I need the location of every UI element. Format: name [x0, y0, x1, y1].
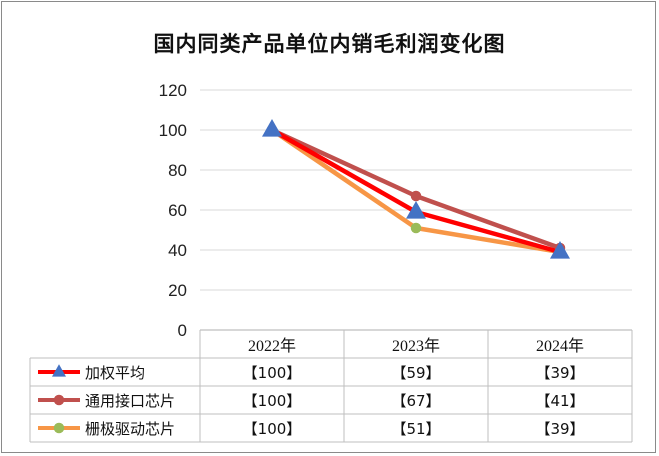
data-table-value: 【51】 [391, 420, 440, 438]
gridlines [200, 89, 632, 291]
y-tick-label: 20 [168, 281, 187, 300]
x-category-label: 2022年 [248, 337, 296, 355]
data-table-value: 【100】 [243, 392, 302, 410]
x-category-label: 2024年 [536, 337, 584, 355]
y-tick-label: 40 [168, 241, 187, 260]
data-table-value: 【59】 [391, 364, 440, 382]
triangle-marker [52, 364, 66, 377]
y-tick-label: 60 [168, 201, 187, 220]
data-table-value: 【100】 [243, 364, 302, 382]
circle-marker [53, 422, 65, 434]
data-table-value: 【39】 [535, 364, 584, 382]
y-tick-label: 120 [159, 81, 187, 100]
x-category-label: 2023年 [392, 337, 440, 355]
y-axis-ticks: 0 20 40 60 80 100 120 [159, 81, 187, 340]
y-tick-label: 0 [178, 321, 187, 340]
chart-title: 国内同类产品单位内销毛利润变化图 [153, 31, 506, 56]
y-tick-label: 100 [159, 121, 187, 140]
triangle-marker [550, 241, 570, 259]
triangle-marker [262, 119, 282, 137]
y-tick-label: 80 [168, 161, 187, 180]
circle-marker [410, 222, 422, 234]
legend-label: 栅极驱动芯片 [85, 420, 175, 438]
legend-label: 通用接口芯片 [85, 392, 175, 410]
legend-label: 加权平均 [85, 364, 145, 382]
data-table-value: 【67】 [391, 392, 440, 410]
data-table-value: 【100】 [243, 420, 302, 438]
circle-marker [410, 190, 422, 202]
triangle-marker [406, 201, 426, 219]
circle-marker [53, 394, 65, 406]
series-markers [262, 119, 570, 259]
data-table-value: 【41】 [535, 392, 584, 410]
data-table-value: 【39】 [535, 420, 584, 438]
